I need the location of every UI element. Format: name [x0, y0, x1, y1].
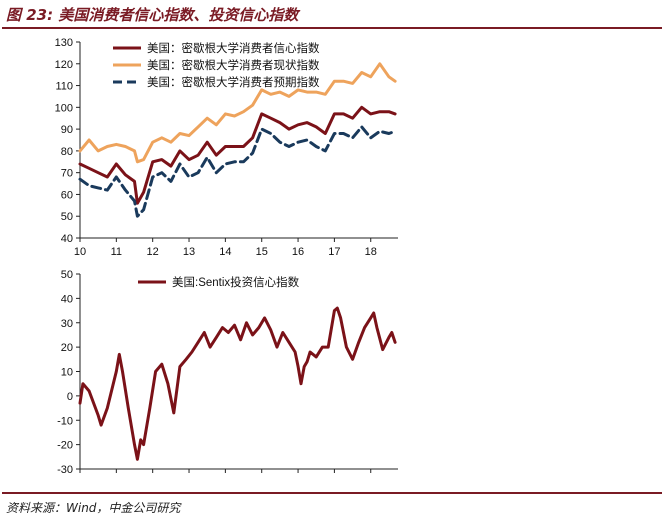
y-tick-label: 40 [61, 293, 73, 305]
legend-label-1: 美国:Sentix投资信心指数 [172, 275, 300, 289]
legend-label-2: 美国：密歇根大学消费者现状指数 [147, 58, 320, 72]
title-rule [2, 27, 662, 29]
series-line-1 [78, 306, 397, 461]
y-tick-label: 50 [61, 269, 73, 281]
y-tick-label: 40 [61, 233, 73, 245]
x-tick-label: 15 [256, 246, 268, 258]
x-tick-label: 12 [147, 246, 159, 258]
y-tick-label: 30 [61, 318, 73, 330]
sentix-investment-chart: -30-20-1001020304050101112131415161718美国… [57, 269, 398, 474]
y-tick-label: 130 [55, 37, 73, 49]
legend-label-3: 美国：密歇根大学消费者预期指数 [147, 75, 320, 89]
x-tick-label: 10 [74, 246, 86, 258]
x-tick-label: 13 [183, 246, 195, 258]
y-tick-label: -30 [57, 464, 73, 474]
x-tick-label: 16 [292, 246, 304, 258]
y-tick-label: -10 [57, 415, 73, 427]
y-tick-label: -20 [57, 440, 73, 452]
y-tick-label: 50 [61, 211, 73, 223]
series-line-1 [78, 105, 397, 205]
legend-label-1: 美国：密歇根大学消费者信心指数 [147, 41, 320, 55]
y-tick-label: 20 [61, 342, 73, 354]
y-tick-label: 0 [67, 391, 73, 403]
y-tick-label: 80 [61, 146, 73, 158]
x-tick-label: 14 [219, 246, 231, 258]
source-note: 资料来源：Wind，中金公司研究 [6, 501, 181, 515]
y-tick-label: 60 [61, 189, 73, 201]
x-tick-label: 17 [328, 246, 340, 258]
consumer-confidence-chart: 40 50 60 70 80 90 100 110 120 130 10 11 12 13 14 15 16 17… [55, 37, 398, 258]
y-tick-label: 110 [55, 81, 73, 93]
y-tick-label: 90 [61, 124, 73, 136]
y-tick-label: 120 [55, 59, 73, 71]
y-tick-label: 10 [61, 367, 73, 379]
figure-title: 图 23: 美国消费者信心指数、投资信心指数 [6, 6, 299, 24]
series-line-2 [78, 62, 397, 164]
source-rule [2, 492, 662, 494]
series-line-3 [78, 125, 397, 218]
x-tick-label: 18 [365, 246, 377, 258]
x-tick-label: 11 [111, 246, 122, 258]
y-tick-label: 100 [55, 102, 73, 114]
y-tick-label: 70 [61, 168, 73, 180]
